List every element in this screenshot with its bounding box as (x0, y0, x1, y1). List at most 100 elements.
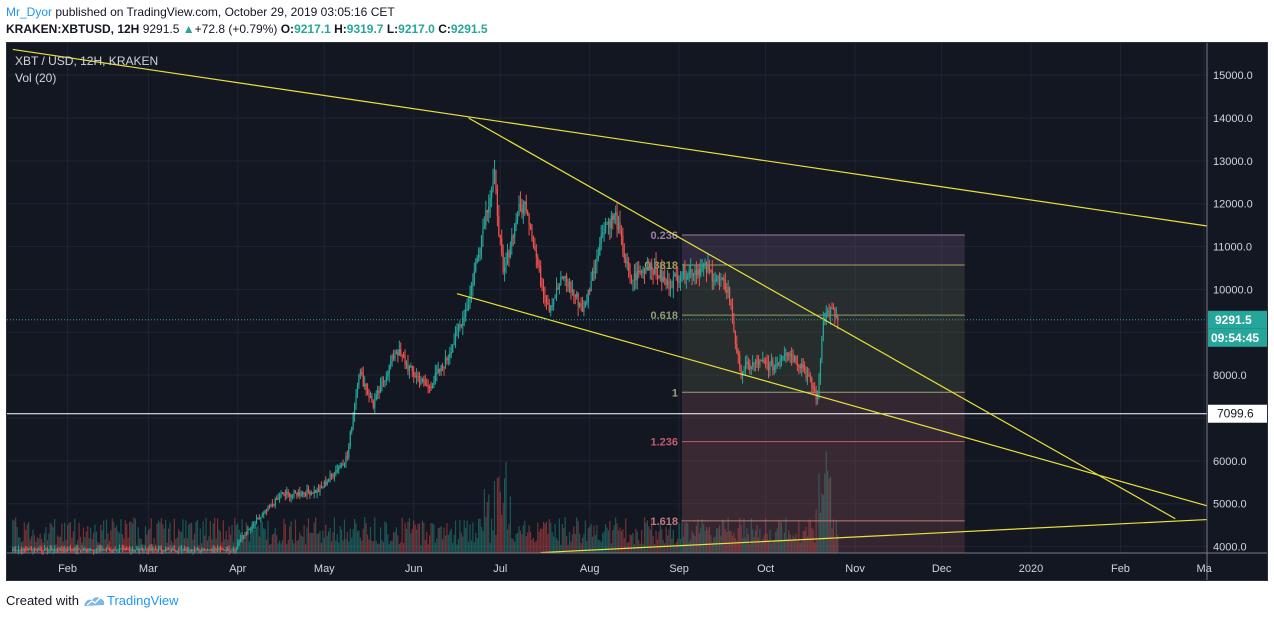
candle-body (629, 271, 631, 277)
volume-bar (342, 540, 344, 553)
candle-body (531, 229, 533, 242)
volume-bar (12, 519, 14, 553)
volume-bar (701, 519, 703, 553)
candle-body (811, 377, 813, 387)
tradingview-link[interactable]: TradingView (106, 593, 179, 608)
volume-bar (529, 531, 532, 553)
candle-body (156, 549, 158, 551)
candle-body (317, 489, 320, 493)
candle-body (576, 293, 578, 297)
candle-body (72, 549, 74, 551)
fib-level-label: 1.236 (650, 437, 678, 449)
volume-bar (491, 518, 493, 553)
candle-body (656, 269, 659, 277)
volume-bar (566, 536, 568, 553)
volume-bar (832, 519, 835, 553)
candle-body (516, 215, 519, 221)
ohlc-header: KRAKEN:XBTUSD, 12H 9291.5 ▲+72.8 (+0.79%… (6, 22, 488, 36)
trendline (12, 48, 1208, 227)
candle-body (13, 549, 15, 551)
candle-body (92, 550, 95, 552)
volume-bar (684, 522, 686, 553)
candle-body (798, 365, 800, 367)
symbol-label: KRAKEN:XBTUSD, 12H (6, 22, 140, 36)
candle-body (832, 308, 835, 310)
volume-bar (600, 541, 602, 553)
volume-bar (574, 533, 576, 553)
candle-body (603, 232, 605, 234)
candle-body (514, 223, 516, 238)
volume-bar (280, 543, 282, 553)
volume-bar (791, 540, 793, 553)
volume-bar (222, 520, 224, 553)
chart-panel[interactable]: 0.236 0.3818 0.618 1 1.236 1.618 4000.0 5000.0… (6, 42, 1268, 581)
volume-bar (613, 525, 615, 553)
candle-body (258, 518, 261, 520)
candle-body (698, 269, 700, 276)
volume-bar (160, 518, 162, 553)
candle-body (25, 549, 27, 551)
candle-body (114, 548, 116, 551)
candle-body (202, 549, 204, 551)
candle-body (43, 548, 46, 551)
volume-bar (796, 541, 798, 553)
author-link[interactable]: Mr_Dyor (6, 5, 53, 19)
candle-body (639, 271, 641, 273)
candle-body (508, 251, 510, 258)
volume-bar (465, 528, 467, 553)
volume-bar (368, 539, 370, 553)
candle-body (162, 550, 164, 552)
fib-band (682, 235, 965, 265)
open-value: 9217.1 (294, 22, 331, 36)
candle-body (473, 271, 475, 284)
volume-bar (720, 535, 722, 553)
volume-bar (303, 525, 305, 553)
volume-bar (17, 537, 20, 553)
volume-bar (346, 531, 348, 553)
candle-body (780, 358, 783, 360)
candle-body (199, 550, 201, 552)
candle-body (320, 486, 323, 488)
candle-body (216, 548, 219, 550)
volume-bar (245, 522, 248, 553)
volume-bar (827, 470, 829, 553)
volume-bar (672, 530, 674, 553)
candle-body (457, 327, 460, 329)
candle-body (240, 538, 242, 542)
volume-bar (107, 533, 109, 553)
candle-body (756, 359, 758, 362)
candle-body (779, 359, 781, 364)
candle-body (645, 268, 647, 274)
volume-bar (685, 522, 687, 553)
candle-body (227, 548, 229, 551)
volume-bar (531, 539, 533, 553)
trendlines[interactable] (7, 48, 1208, 554)
volume-bar (469, 524, 471, 553)
volume-bar (146, 534, 148, 553)
candle-body (316, 489, 318, 493)
candle-body (584, 302, 586, 308)
volume-bar (480, 526, 483, 553)
volume-bar (182, 519, 184, 553)
y-tick-label: 12000.0 (1213, 199, 1253, 211)
volume-bar (642, 543, 644, 553)
volume-bar (483, 488, 486, 553)
candle-body (300, 494, 302, 496)
candle-body (315, 490, 317, 493)
candle-body (616, 212, 618, 230)
candle-body (231, 550, 233, 552)
volume-bar (84, 537, 86, 553)
fib-band (682, 392, 965, 442)
volume-indicator-label: Vol (20) (15, 71, 56, 85)
volume-bar (692, 533, 695, 553)
volume-bar (730, 531, 732, 553)
candle-body (214, 548, 216, 550)
volume-bar (351, 537, 353, 553)
candle-body (35, 549, 37, 551)
candle-body (604, 224, 607, 233)
volume-bar (101, 530, 103, 553)
candle-body (721, 277, 723, 280)
volume-bar (405, 528, 408, 553)
candle-body (329, 474, 331, 480)
